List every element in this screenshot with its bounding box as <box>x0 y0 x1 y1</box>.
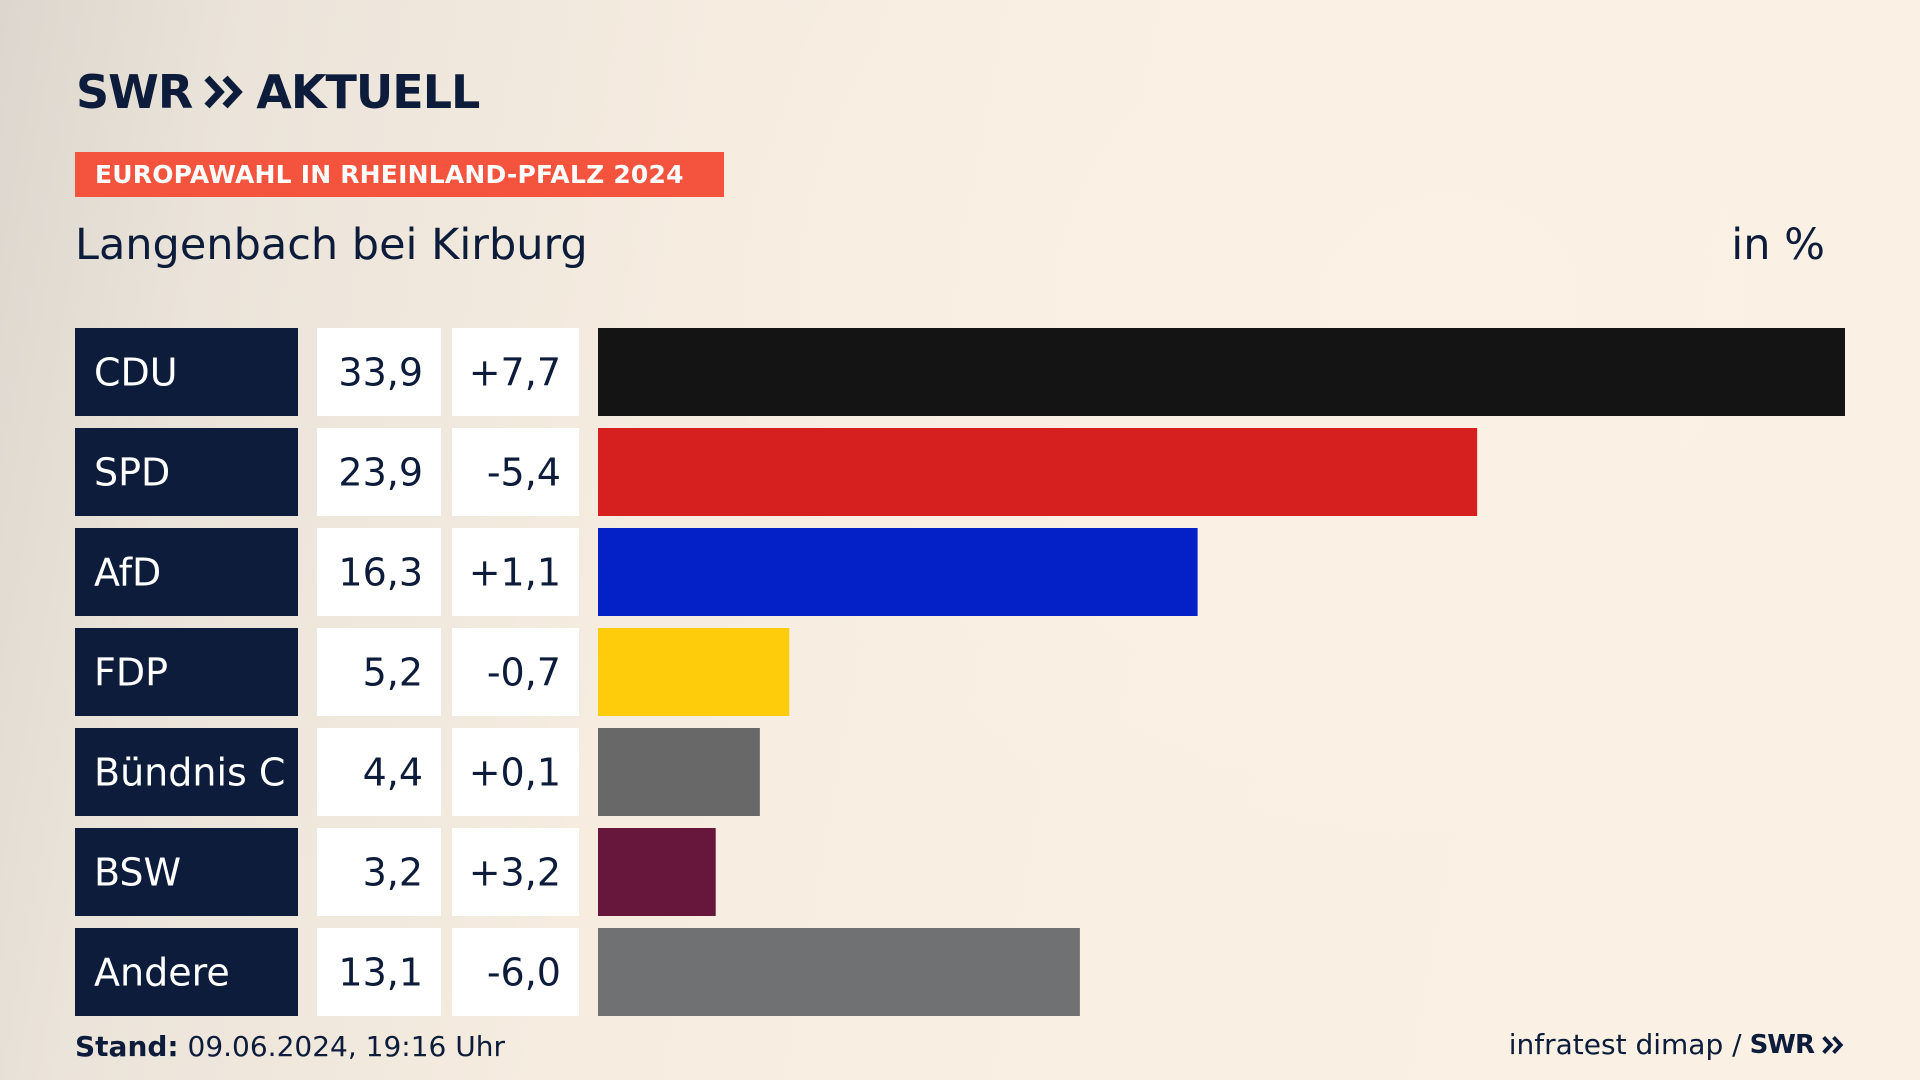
change-cell <box>452 928 579 1016</box>
party-label: SPD <box>94 450 170 494</box>
swr-aktuell-logo: SWR AKTUELL <box>76 65 480 119</box>
party-label: Bündnis C <box>94 750 285 794</box>
value-label: 13,1 <box>338 950 423 994</box>
change-cell <box>452 728 579 816</box>
value-label: 23,9 <box>338 450 423 494</box>
value-cell <box>317 828 441 916</box>
value-label: 5,2 <box>363 650 423 694</box>
change-label: +3,2 <box>469 850 561 894</box>
bar <box>598 928 1080 1016</box>
source-text: infratest dimap / <box>1508 1028 1742 1061</box>
party-label: Andere <box>94 950 230 994</box>
party-label: BSW <box>94 850 181 894</box>
change-label: +1,1 <box>469 550 561 594</box>
party-label: CDU <box>94 350 178 394</box>
source-logo-text: SWR <box>1749 1029 1815 1060</box>
value-label: 33,9 <box>338 350 423 394</box>
party-label-cell <box>75 628 298 716</box>
change-cell <box>452 828 579 916</box>
party-label-cell <box>75 428 298 516</box>
value-cell <box>317 728 441 816</box>
change-label: +0,1 <box>469 750 561 794</box>
value-cell <box>317 928 441 1016</box>
change-cell <box>452 328 579 416</box>
change-label: -6,0 <box>487 950 561 994</box>
change-cell <box>452 628 579 716</box>
party-label-cell <box>75 528 298 616</box>
party-label-cell <box>75 928 298 1016</box>
value-cell <box>317 628 441 716</box>
change-label: +7,7 <box>469 350 561 394</box>
value-cell <box>317 428 441 516</box>
bar <box>598 528 1198 616</box>
source-credit: infratest dimap / SWR <box>1509 1028 1844 1061</box>
value-cell <box>317 328 441 416</box>
value-cell <box>317 528 441 616</box>
stand-label: Stand: <box>75 1030 179 1063</box>
double-chevron-icon <box>204 75 244 109</box>
party-label-cell <box>75 328 298 416</box>
timestamp: Stand: 09.06.2024, 19:16 Uhr <box>75 1030 505 1063</box>
party-label: AfD <box>94 550 161 594</box>
change-cell <box>452 528 579 616</box>
party-label: FDP <box>94 650 168 694</box>
logo-aktuell-text: AKTUELL <box>256 65 480 119</box>
change-label: -0,7 <box>487 650 561 694</box>
logo-swr-text: SWR <box>76 65 193 119</box>
stand-value: 09.06.2024, 19:16 Uhr <box>178 1030 505 1063</box>
party-label-cell <box>75 828 298 916</box>
double-chevron-icon <box>1822 1035 1844 1054</box>
party-label-cell <box>75 728 298 816</box>
bar <box>598 628 790 716</box>
value-label: 16,3 <box>338 550 423 594</box>
chart-title: Langenbach bei Kirburg <box>75 220 588 270</box>
value-label: 3,2 <box>363 850 423 894</box>
bar <box>598 828 716 916</box>
bar <box>598 728 760 816</box>
change-cell <box>452 428 579 516</box>
bar <box>598 428 1478 516</box>
election-banner: EUROPAWAHL IN RHEINLAND-PFALZ 2024 <box>75 152 724 197</box>
bar <box>598 328 1845 416</box>
value-label: 4,4 <box>363 750 423 794</box>
unit-label: in % <box>1731 220 1825 270</box>
change-label: -5,4 <box>487 450 561 494</box>
